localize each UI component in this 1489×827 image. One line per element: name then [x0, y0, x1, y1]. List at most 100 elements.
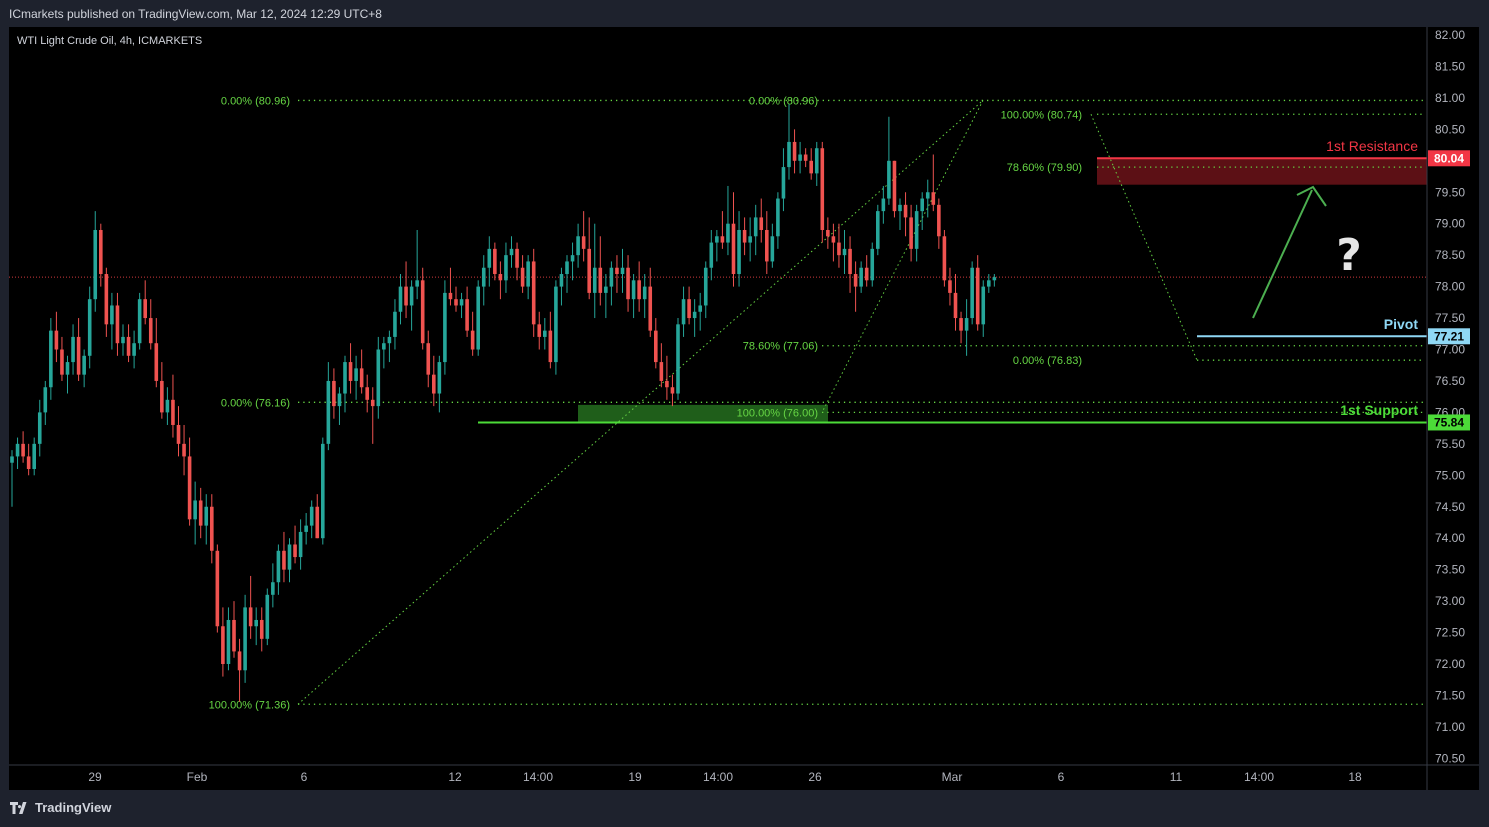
candle-body: [809, 160, 813, 174]
price-badge-pivot: [1428, 328, 1470, 345]
candle-body: [559, 274, 564, 287]
candle-body: [731, 223, 736, 275]
candle-body: [193, 500, 197, 520]
candle-body: [748, 236, 752, 243]
candle-body: [820, 148, 825, 230]
candle-body: [226, 619, 231, 664]
candle-body: [864, 267, 869, 281]
candle-body: [204, 506, 209, 526]
candle-body: [565, 261, 569, 275]
candle-body: [903, 204, 908, 218]
candle-body: [687, 299, 691, 319]
candle-body: [803, 154, 808, 161]
candle-body: [37, 412, 42, 444]
support-zone: [578, 404, 828, 423]
candle-body: [60, 349, 64, 375]
symbol-label: WTI Light Crude Oil, 4h, ICMARKETS: [17, 35, 203, 47]
y-tick-label: 72.50: [1435, 626, 1465, 640]
candle-body: [959, 318, 963, 331]
candle-body: [715, 236, 719, 243]
candle-body: [642, 286, 647, 300]
fib-label: 0.00% (76.16): [221, 397, 290, 409]
price-badge-support: [1428, 414, 1470, 431]
candle-body: [776, 198, 780, 237]
candle-body: [459, 299, 464, 306]
candle-body: [481, 267, 486, 287]
candle-body: [215, 550, 220, 627]
candle-body: [970, 267, 974, 319]
candle-body: [948, 280, 952, 293]
candle-body: [853, 274, 858, 287]
candle-body: [659, 362, 664, 381]
y-tick-label: 74.00: [1435, 531, 1465, 545]
x-tick-label: 29: [88, 770, 102, 784]
y-tick-label: 79.00: [1435, 217, 1465, 231]
candle-body: [826, 229, 830, 237]
candle-body: [182, 443, 186, 457]
fib-label: 0.00% (80.96): [749, 95, 818, 107]
candle-body: [554, 286, 558, 363]
candle-body: [515, 248, 519, 268]
resistance-label: 1st Resistance: [1326, 138, 1418, 154]
candle-body: [454, 299, 458, 306]
candle-body: [631, 280, 636, 300]
candle-body: [160, 380, 164, 413]
x-tick-label: 14:00: [523, 770, 553, 784]
candle-body: [831, 236, 836, 243]
candle-body: [648, 286, 653, 331]
candle-body: [692, 311, 697, 319]
candle-body: [154, 343, 159, 381]
fib-layer: 0.00% (80.96) 0.00% (80.96) 100.00% (80.74…: [209, 95, 1423, 711]
candle-body: [143, 299, 147, 319]
candle-body: [276, 550, 281, 583]
y-tick-label: 77.00: [1435, 343, 1465, 357]
projection-arrow-head: [1296, 185, 1327, 207]
y-tick-label: 71.50: [1435, 688, 1465, 702]
fib-label: 100.00% (76.00): [737, 407, 818, 419]
candle-body: [121, 336, 125, 344]
candle-body: [637, 280, 641, 300]
candle-body: [293, 544, 297, 558]
candle-body: [837, 242, 841, 256]
fib-label: 0.00% (80.96): [221, 95, 290, 107]
candle-body: [470, 330, 475, 350]
candle-body: [676, 324, 680, 394]
candle-body: [248, 607, 253, 627]
candle-body: [359, 368, 364, 388]
candle-body: [415, 280, 419, 287]
y-tick-label: 81.00: [1435, 91, 1465, 105]
x-tick-label: 12: [448, 770, 462, 784]
candle-body: [476, 286, 480, 350]
candle-body: [409, 286, 414, 306]
y-tick-label: 72.00: [1435, 657, 1465, 671]
fib-trend-line: [1090, 114, 1198, 361]
candle-body: [376, 349, 381, 407]
y-tick-label: 73.50: [1435, 563, 1465, 577]
candle-body: [176, 424, 181, 444]
candle-body: [32, 443, 36, 470]
candle-body: [337, 393, 342, 407]
candle-body: [304, 525, 308, 532]
candle-body: [326, 380, 331, 444]
candle-body: [404, 286, 408, 306]
candle-body: [598, 267, 603, 293]
candle-body: [543, 330, 547, 337]
candle-body: [681, 299, 686, 325]
candle-body: [798, 154, 802, 161]
price-badge-text: 77.21: [1434, 329, 1464, 343]
candle-body: [576, 236, 580, 256]
y-tick-label: 71.00: [1435, 720, 1465, 734]
candle-body: [171, 399, 175, 425]
x-tick-label: 14:00: [1244, 770, 1274, 784]
y-tick-label: 73.00: [1435, 594, 1465, 608]
y-tick-label: 75.50: [1435, 437, 1465, 451]
candle-body: [298, 531, 303, 558]
y-tick-label: 78.00: [1435, 280, 1465, 294]
candle-body: [65, 362, 70, 375]
candle-body: [615, 267, 619, 275]
candle-body: [964, 318, 969, 331]
candle-body: [925, 192, 930, 199]
tradingview-footer[interactable]: TradingView: [10, 800, 111, 815]
candle-body: [354, 368, 358, 381]
